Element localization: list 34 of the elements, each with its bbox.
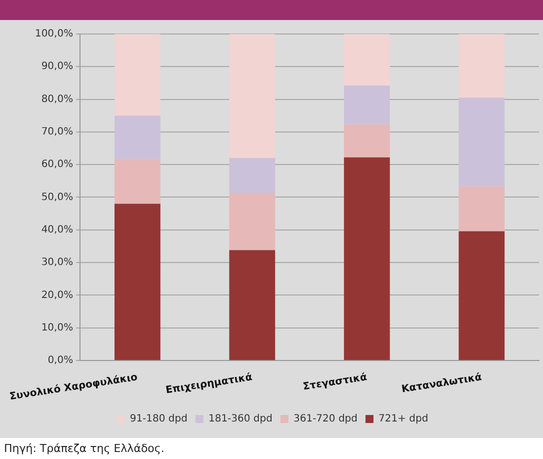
y-tick-label: 90,0% [41, 61, 74, 72]
bar [229, 34, 276, 158]
legend-label: 181-360 dpd [208, 414, 272, 425]
bar [229, 250, 276, 360]
text: Πηγή: Τράπεζα της Ελλάδος. [4, 442, 166, 455]
bar [344, 34, 390, 86]
y-tick-label: 0,0% [48, 355, 74, 366]
bar [458, 186, 505, 232]
bar [344, 157, 390, 360]
legend-label: 91-180 dpd [130, 414, 188, 425]
bar [458, 231, 505, 360]
bar [114, 116, 160, 160]
bar [229, 192, 276, 250]
y-tick-label: 80,0% [41, 94, 74, 105]
y-tick-label: 60,0% [41, 159, 74, 170]
x-tick-label: Συνολικό Χαροφυλάκιο [8, 372, 138, 403]
y-tick-label: 70,0% [41, 126, 74, 138]
bar [458, 34, 505, 98]
bar [344, 86, 390, 124]
y-tick-label: 40,0% [41, 224, 74, 236]
y-tick-label: 50,0% [41, 192, 74, 203]
legend-label: 721+ dpd [378, 414, 428, 425]
legend-label: 361-720 dpd [293, 414, 358, 425]
bar [114, 34, 160, 116]
bar [114, 159, 160, 204]
y-tick-label: 10,0% [41, 322, 74, 334]
bar [458, 98, 505, 186]
y-tick-label: 100,0% [34, 28, 74, 40]
bar [229, 158, 276, 193]
y-tick-label: 30,0% [41, 257, 74, 268]
x-tick-label: Στεγαστικά [302, 372, 368, 393]
bar [344, 124, 390, 158]
bar [114, 204, 160, 360]
y-tick-label: 20,0% [41, 290, 74, 301]
